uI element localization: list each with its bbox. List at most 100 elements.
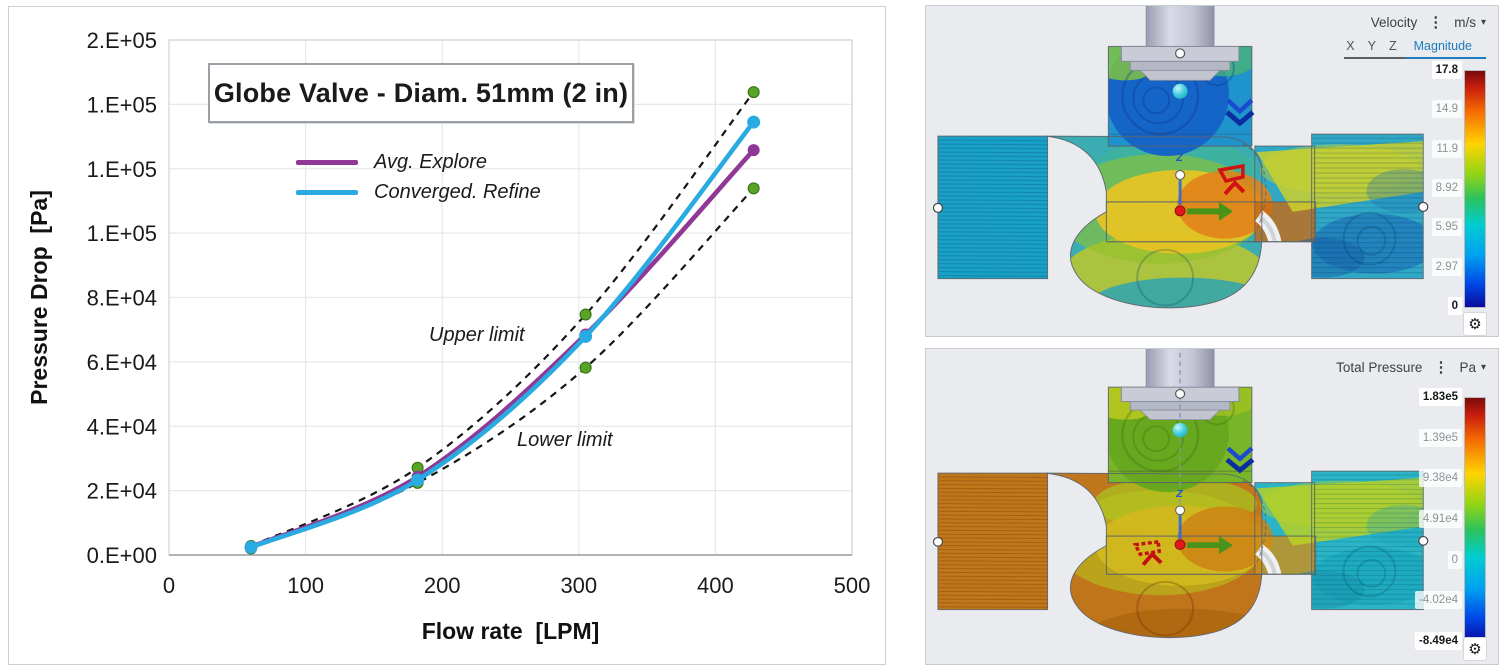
tab-magnitude[interactable]: Magnitude xyxy=(1405,39,1486,59)
limit-data-point xyxy=(579,308,592,321)
velocity-flow-visualization: Z xyxy=(932,6,1429,309)
pressure-cfd-panel: Z Total Pressure ⋮ Pa ▾ ⚙ 1.83e5 1.39e5 9.… xyxy=(925,348,1499,665)
x-tick-label: 100 xyxy=(287,573,324,598)
stem-dot xyxy=(1175,388,1186,399)
seat-annotation-arrows xyxy=(1217,163,1246,196)
kebab-menu-icon[interactable]: ⋮ xyxy=(1428,14,1444,31)
limit-data-point xyxy=(579,361,592,374)
x-tick-label: 300 xyxy=(560,573,597,598)
limit-data-point xyxy=(747,86,760,99)
limit-curve-lower-limit xyxy=(250,187,755,550)
colorbar-tick-label: 17.8 xyxy=(1431,61,1462,79)
colorbar-tick-label: 14.9 xyxy=(1431,100,1462,119)
field-label: Total Pressure xyxy=(1336,360,1423,375)
gizmo-origin-dot xyxy=(1175,169,1186,181)
y-tick-label: 1.E+05 xyxy=(87,221,157,246)
gizmo-red-dot xyxy=(1174,539,1186,550)
pressure-unit-dropdown[interactable]: Pa ▾ xyxy=(1459,360,1486,375)
field-label: Velocity xyxy=(1370,15,1418,30)
y-tick-label: 1.E+05 xyxy=(87,157,157,182)
converged-refine-data-point xyxy=(244,540,258,554)
bonnet-annotation-arrows xyxy=(1225,98,1255,127)
chart-title-box: Globe Valve - Diam. 51mm (2 in) xyxy=(208,63,634,123)
colorbar-tick-label: 0 xyxy=(1447,297,1462,315)
annotation-upper-limit: Upper limit xyxy=(429,324,525,346)
y-tick-label: 2.E+05 xyxy=(87,28,157,53)
gizmo-red-dot xyxy=(1174,205,1186,217)
colorbar-tick-label: 9.38e4 xyxy=(1418,469,1462,488)
annotation-lower-limit: Lower limit xyxy=(517,429,613,451)
stem-dot xyxy=(1175,48,1186,59)
z-axis-label: Z xyxy=(1175,488,1183,500)
x-tick-label: 500 xyxy=(834,573,871,598)
scene-markers: Z xyxy=(932,352,1429,566)
tab-z[interactable]: Z xyxy=(1388,39,1397,53)
colorbar-tick-label: -4.02e4 xyxy=(1414,591,1462,610)
x-axis-title: Flow rate [LPM] xyxy=(422,618,600,644)
y-tick-label: 4.E+04 xyxy=(87,414,157,439)
y-tick-label: 8.E+04 xyxy=(87,286,157,311)
pressure-colorbar xyxy=(1464,397,1486,643)
pressure-field-header: Total Pressure ⋮ Pa ▾ xyxy=(1336,360,1486,375)
outlet-boundary-dot xyxy=(1418,201,1429,212)
z-axis-label: Z xyxy=(1175,152,1184,164)
colorbar-tick-label: 5.95 xyxy=(1431,218,1462,237)
seat-annotation-arrows xyxy=(1132,539,1163,566)
x-tick-label: 400 xyxy=(697,573,734,598)
gizmo-origin-dot xyxy=(1175,505,1186,516)
y-tick-label: 6.E+04 xyxy=(87,350,157,375)
legend-swatch-converged-refine xyxy=(296,189,358,195)
converged-refine-data-point xyxy=(579,329,593,343)
outlet-boundary-dot xyxy=(1418,535,1429,546)
y-tick-label: 1.E+05 xyxy=(87,92,157,117)
tab-x[interactable]: X xyxy=(1346,39,1355,53)
x-tick-label: 0 xyxy=(163,573,175,598)
velocity-colorbar xyxy=(1464,70,1486,308)
limit-data-point xyxy=(747,182,760,195)
y-tick-label: 2.E+04 xyxy=(87,479,157,504)
legend-label: Avg. Explore xyxy=(374,150,488,173)
colorbar-tick-label: 2.97 xyxy=(1431,257,1462,276)
velocity-cfd-panel: Z Velocity ⋮ m/s ▾ X Y Z Magnitude xyxy=(925,5,1499,337)
y-tick-label: 0.E+00 xyxy=(87,543,157,568)
flow-direction-arrow xyxy=(1187,208,1219,215)
velocity-settings-gear-icon[interactable]: ⚙ xyxy=(1463,312,1487,336)
tab-y[interactable]: Y xyxy=(1367,39,1376,53)
chevron-down-icon: ▾ xyxy=(1480,362,1486,373)
series-converged-refine xyxy=(248,119,756,550)
colorbar-tick-label: 1.39e5 xyxy=(1418,428,1462,447)
inlet-boundary-dot xyxy=(932,202,944,213)
chevron-down-icon: ▾ xyxy=(1480,17,1486,28)
bonnet-annotation-arrows xyxy=(1225,446,1255,474)
legend-item-converged-refine: Converged. Refine xyxy=(296,177,541,207)
kebab-menu-icon[interactable]: ⋮ xyxy=(1433,359,1449,376)
colorbar-tick-label: 0 xyxy=(1447,550,1462,569)
velocity-field-header: Velocity ⋮ m/s ▾ xyxy=(1371,15,1486,30)
limit-curve-upper-limit xyxy=(250,91,755,547)
unit-label: m/s xyxy=(1454,15,1476,30)
chart-legend: Avg. Explore Converged. Refine xyxy=(296,147,541,207)
x-tick-label: 200 xyxy=(424,573,461,598)
legend-item-avg-explore: Avg. Explore xyxy=(296,147,541,177)
chart-title: Globe Valve - Diam. 51mm (2 in) xyxy=(213,77,629,108)
pressure-drop-chart-panel: 0.E+00 2.E+04 4.E+04 6.E+04 8.E+04 1.E+05 1.E+… xyxy=(8,6,886,665)
series-avg-explore xyxy=(248,147,756,550)
flow-direction-arrow xyxy=(1187,542,1219,549)
scene-markers: Z xyxy=(932,48,1429,221)
colorbar-tick-label: -8.49e4 xyxy=(1414,632,1462,650)
pressure-settings-gear-icon[interactable]: ⚙ xyxy=(1463,637,1487,661)
legend-swatch-avg-explore xyxy=(296,159,358,165)
colorbar-tick-label: 1.83e5 xyxy=(1418,388,1462,406)
probe-sphere xyxy=(1172,422,1188,438)
component-tabs: X Y Z Magnitude xyxy=(1344,39,1486,59)
unit-label: Pa xyxy=(1459,360,1476,375)
converged-refine-data-point xyxy=(411,473,425,487)
y-axis-title: Pressure Drop [Pa] xyxy=(26,190,52,405)
colorbar-tick-label: 8.92 xyxy=(1431,179,1462,197)
avg-explore-data-point xyxy=(747,144,760,157)
colorbar-tick-label: 4.91e4 xyxy=(1418,510,1462,528)
tab-group-xyz: X Y Z xyxy=(1344,39,1406,59)
colorbar-tick-label: 11.9 xyxy=(1432,139,1462,158)
velocity-unit-dropdown[interactable]: m/s ▾ xyxy=(1454,15,1486,30)
